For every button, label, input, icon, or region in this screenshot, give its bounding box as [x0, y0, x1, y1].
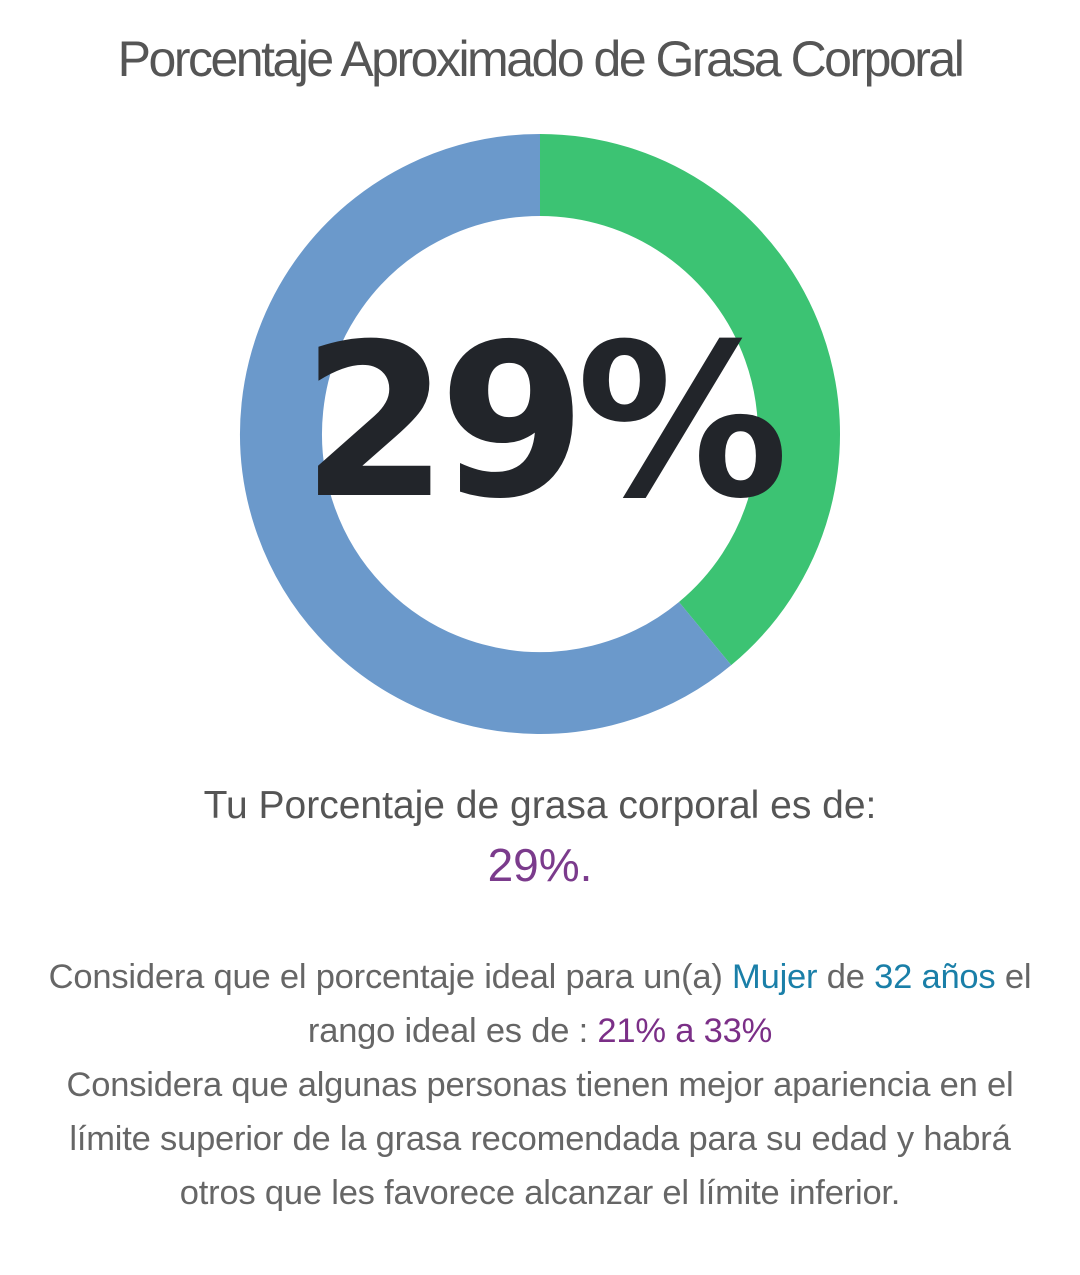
donut-slice-1 — [240, 134, 732, 734]
info-range-intro: el rango ideal es de : — [307, 958, 1032, 1050]
age-value: 32 años — [874, 958, 996, 996]
info-of: de — [826, 958, 865, 996]
info-text: Considera que el porcentaje ideal para u… — [40, 950, 1040, 1220]
center-value: 29% — [301, 298, 782, 545]
range-value: 21% a 33% — [597, 1012, 773, 1050]
donut-chart: 29% — [240, 134, 840, 734]
info-intro: Considera que el porcentaje ideal para u… — [48, 958, 723, 996]
donut-chart-svg: 29% — [240, 134, 840, 734]
result-value: 29%. — [487, 839, 593, 891]
result-label: Tu Porcentaje de grasa corporal es de: — [203, 784, 877, 827]
donut-slice-0 — [539, 134, 840, 666]
page-title: Porcentaje Aproximado de Grasa Corporal — [117, 31, 965, 87]
info-note: Considera que algunas personas tienen me… — [66, 1066, 1014, 1212]
gender-value: Mujer — [732, 958, 818, 996]
